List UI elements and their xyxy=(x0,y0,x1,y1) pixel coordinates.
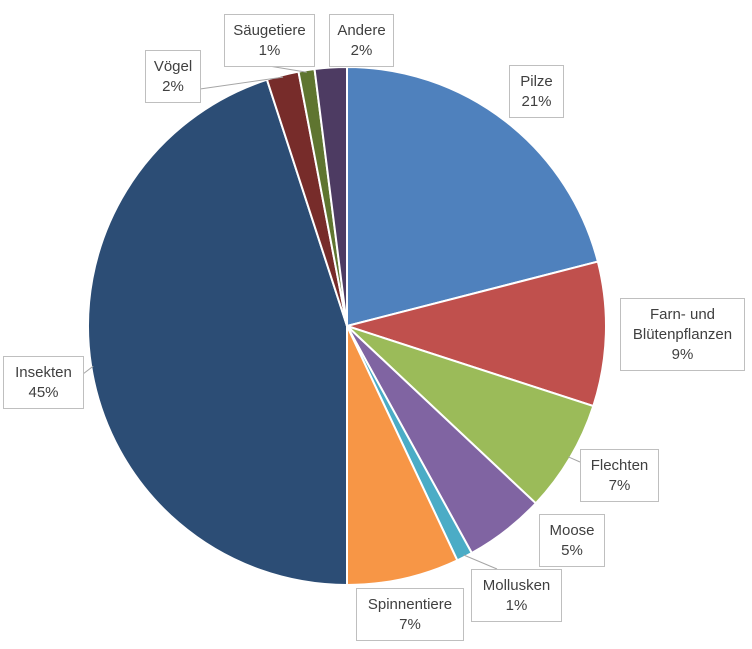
data-label-box xyxy=(620,298,745,371)
data-label-value: 1% xyxy=(506,597,528,614)
data-label-name: Vögel xyxy=(154,58,192,75)
data-label: Flechten 7% xyxy=(580,449,659,502)
data-label-value: 7% xyxy=(609,477,631,494)
leader-line xyxy=(199,76,284,90)
data-label-name: Säugetiere xyxy=(233,22,306,39)
data-label: Spinnentiere 7% xyxy=(356,588,464,641)
data-label-box xyxy=(539,514,605,567)
data-label-value: 21% xyxy=(521,93,551,110)
data-label: Farn- und Blütenpflanzen 9% xyxy=(620,298,745,371)
data-label-name: Mollusken xyxy=(483,577,551,594)
data-label-value: 2% xyxy=(351,42,373,59)
data-label-box xyxy=(329,14,394,67)
data-label-name: Pilze xyxy=(520,73,553,90)
pie-slice-7 xyxy=(87,78,348,587)
data-label-box xyxy=(3,356,84,409)
data-label: Mollusken 1% xyxy=(471,569,562,622)
data-label-name: Flechten xyxy=(591,457,649,474)
data-label-box xyxy=(356,588,464,641)
data-label-name: Spinnentiere xyxy=(368,596,452,613)
data-label-box xyxy=(580,449,659,502)
data-label: Pilze 21% xyxy=(509,65,564,118)
data-label: Moose 5% xyxy=(539,514,605,567)
leader-line xyxy=(268,65,307,73)
data-label-value: 9% xyxy=(672,346,694,363)
leader-lines xyxy=(82,65,581,570)
data-label-box xyxy=(471,569,562,622)
pie-slice-6 xyxy=(346,325,459,587)
data-label-value: 7% xyxy=(399,616,421,633)
data-label-value: 2% xyxy=(162,78,184,95)
data-label-value: 1% xyxy=(259,42,281,59)
data-label-name: Andere xyxy=(337,22,385,39)
data-label: Insekten 45% xyxy=(3,356,84,409)
data-label-name: Moose xyxy=(549,522,594,539)
data-label: Vögel 2% xyxy=(145,50,201,103)
data-labels: Pilze 21% Farn- und Blütenpflanzen 9% Flechte… xyxy=(3,14,745,641)
pie-slices xyxy=(87,65,607,587)
data-label-box xyxy=(145,50,201,103)
data-label-value: 5% xyxy=(561,542,583,559)
data-label-value: 45% xyxy=(28,384,58,401)
leader-line xyxy=(567,456,581,463)
data-label-box xyxy=(224,14,315,67)
data-label-name: Farn- und xyxy=(650,306,715,323)
data-label-box xyxy=(509,65,564,118)
pie-slice-2 xyxy=(343,260,607,408)
data-label: Säugetiere 1% xyxy=(224,14,315,67)
pie-slice-1 xyxy=(346,65,600,328)
data-label-name: Blütenpflanzen xyxy=(633,326,732,343)
data-label: Andere 2% xyxy=(329,14,394,67)
leader-line xyxy=(82,365,94,375)
data-label-name: Insekten xyxy=(15,364,72,381)
leader-line xyxy=(463,554,498,570)
